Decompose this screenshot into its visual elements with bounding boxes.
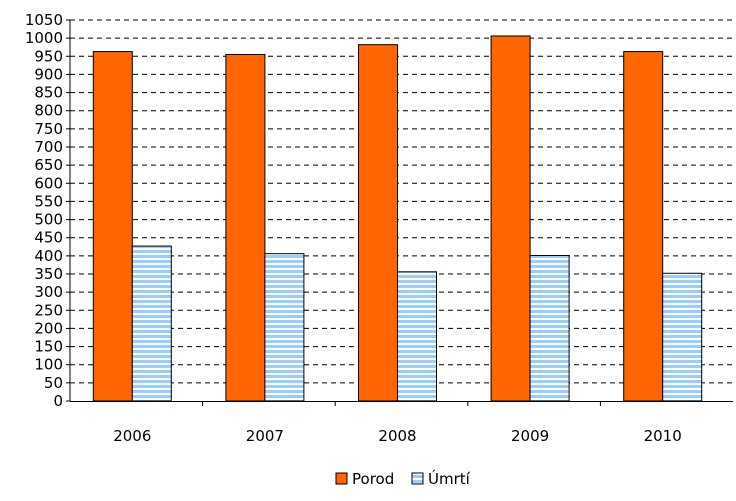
legend: Porod Úmrtí — [335, 469, 471, 488]
y-tick-label: 1050 — [25, 11, 63, 29]
y-tick-label: 400 — [34, 247, 63, 265]
y-tick-label: 1000 — [25, 29, 63, 47]
bars — [92, 35, 703, 402]
bar-úmrtí-2007 — [264, 253, 305, 402]
y-tick-label: 0 — [53, 392, 63, 410]
bar-úmrtí-2006 — [131, 245, 172, 402]
y-tick-label: 200 — [34, 319, 63, 337]
x-tick-label: 2009 — [511, 427, 549, 445]
y-tick-label: 750 — [34, 120, 63, 138]
y-tick-label: 350 — [34, 265, 63, 283]
bar-úmrtí-2010 — [662, 272, 703, 402]
legend-swatch-porod — [335, 472, 348, 485]
x-tick-label: 2010 — [644, 427, 682, 445]
bar-porod-2006 — [92, 51, 133, 402]
y-tick-label: 50 — [44, 374, 63, 392]
y-tick-label: 800 — [34, 102, 63, 120]
bar-porod-2007 — [225, 53, 266, 402]
bar-úmrtí-2009 — [529, 254, 570, 402]
y-tick-label: 850 — [34, 84, 63, 102]
y-tick-label: 600 — [34, 174, 63, 192]
y-tick-label: 700 — [34, 138, 63, 156]
bar-porod-2010 — [623, 51, 664, 402]
legend-label: Porod — [352, 470, 394, 488]
y-tick-label: 250 — [34, 301, 63, 319]
x-tick-label: 2008 — [378, 427, 416, 445]
bar-úmrtí-2008 — [397, 271, 437, 402]
y-tick-label: 300 — [34, 283, 63, 301]
y-tick-label: 500 — [34, 211, 63, 229]
y-tick-label: 450 — [34, 229, 63, 247]
x-tick-labels: 2006 2007 2008 2009 2010 — [113, 427, 682, 445]
y-tick-label: 100 — [34, 356, 63, 374]
axes — [66, 19, 733, 406]
bar-porod-2008 — [358, 44, 398, 402]
x-tick-label: 2007 — [246, 427, 284, 445]
y-tick-label: 550 — [34, 192, 63, 210]
legend-label: Úmrtí — [428, 469, 471, 488]
bar-porod-2009 — [490, 35, 531, 402]
x-tick-label: 2006 — [113, 427, 151, 445]
gridlines — [70, 19, 733, 384]
y-tick-label: 950 — [34, 47, 63, 65]
legend-swatch-úmrtí — [411, 472, 424, 485]
y-tick-label: 150 — [34, 338, 63, 356]
y-tick-labels: 0501001502002503003504004505005506006507… — [25, 11, 63, 410]
y-tick-label: 900 — [34, 65, 63, 83]
y-tick-label: 650 — [34, 156, 63, 174]
